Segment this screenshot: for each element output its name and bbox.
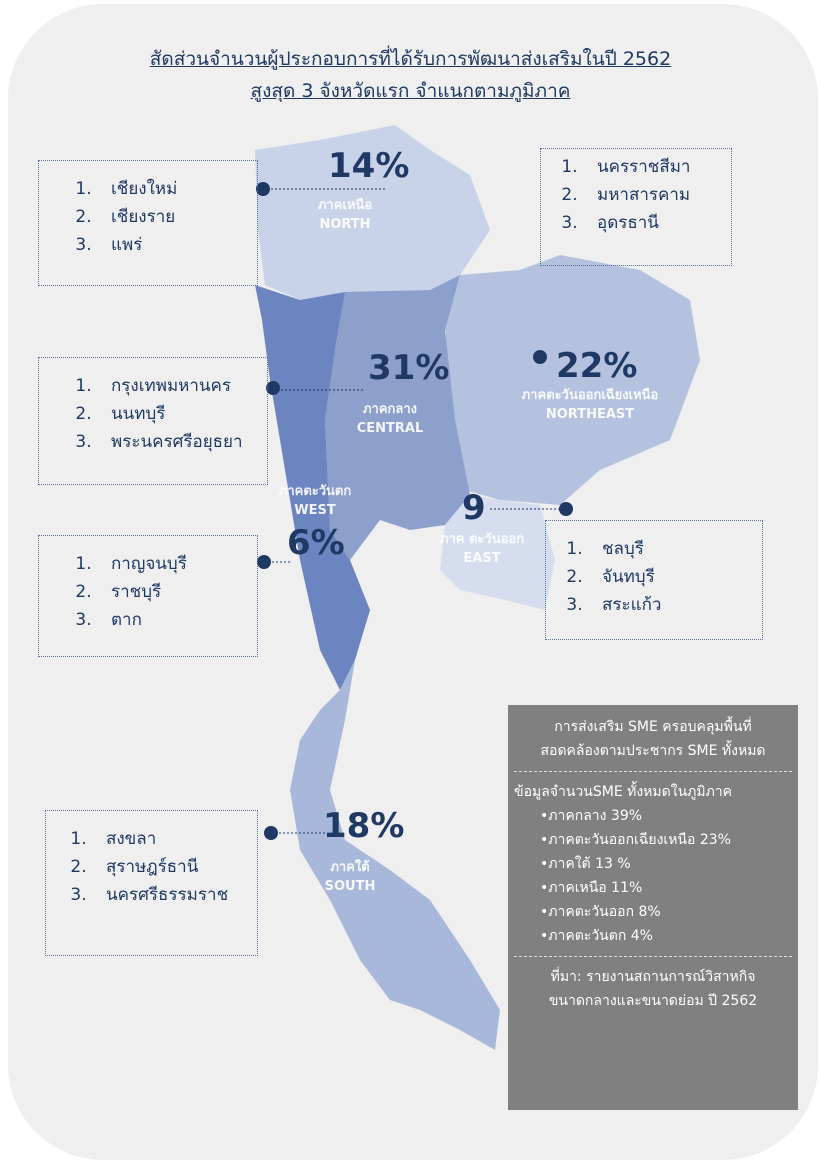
info-box: การส่งเสริม SME ครอบคลุมพื้นที่ สอดคล้อง… [508, 705, 798, 1110]
name-en: EAST [463, 551, 501, 566]
province: นครราชสีมา [583, 153, 731, 181]
province: มหาสารคาม [583, 181, 731, 209]
percent: 18% [323, 806, 405, 846]
percent: 14% [328, 146, 410, 186]
province-list: ชลบุรีจันทบุรีสระแก้ว [546, 535, 762, 619]
province-box: สงขลาสุราษฎร์ธานีนครศรีธรรมราช [45, 810, 258, 956]
province-box: กรุงเทพมหานครนนทบุรีพระนครศรีอยุธยา [38, 357, 268, 485]
province: กรุงเทพมหานคร [97, 372, 267, 400]
province: เชียงใหม่ [97, 175, 257, 203]
info-subheading: ข้อมูลจำนวนSME ทั้งหมดในภูมิภาค [514, 784, 733, 800]
province: ชลบุรี [588, 535, 762, 563]
east-region [440, 495, 555, 610]
province-box: เชียงใหม่เชียงรายแพร่ [38, 160, 258, 286]
info-heading: สอดคล้องตามประชากร SME ทั้งหมด [540, 743, 766, 759]
name-th: ภาคเหนือ [317, 198, 373, 213]
province: สงขลา [92, 825, 257, 853]
province-list: สงขลาสุราษฎร์ธานีนครศรีธรรมราช [46, 825, 257, 909]
info-item: •ภาคตะวันออกเฉียงเหนือ 23% [540, 832, 731, 848]
name-en: WEST [294, 503, 336, 518]
central-region [325, 275, 470, 560]
region-name: ภาคตะวันออกเฉียงเหนือ NORTHEAST [475, 386, 705, 424]
percent: 22% [556, 346, 638, 386]
province-box: กาญจนบุรีราชบุรีตาก [38, 535, 258, 657]
province: นครศรีธรรมราช [92, 881, 257, 909]
name-en: NORTH [319, 217, 371, 232]
province: พระนครศรีอยุธยา [97, 428, 267, 456]
province-list: เชียงใหม่เชียงรายแพร่ [39, 175, 257, 259]
name-th: ภาคกลาง [362, 402, 418, 417]
region-name: ภาคใต้ SOUTH [300, 858, 400, 896]
province-list: กาญจนบุรีราชบุรีตาก [39, 550, 257, 634]
province: สุราษฎร์ธานี [92, 853, 257, 881]
name-en: NORTHEAST [545, 407, 635, 422]
province-list: กรุงเทพมหานครนนทบุรีพระนครศรีอยุธยา [39, 372, 267, 456]
name-en: CENTRAL [356, 421, 424, 436]
info-item: •ภาคตะวันออก 8% [540, 904, 661, 920]
province: จันทบุรี [588, 563, 762, 591]
region-name: ภาคกลาง CENTRAL [335, 400, 445, 438]
province: อุดรธานี [583, 209, 731, 237]
percent: 6% [287, 523, 345, 563]
province: แพร่ [97, 231, 257, 259]
info-item: •ภาคกลาง 39% [540, 808, 643, 824]
province-list: นครราชสีมามหาสารคามอุดรธานี [541, 153, 731, 237]
source: ขนาดกลางและขนาดย่อม ปี 2562 [548, 993, 758, 1009]
name-th: ภาคใต้ [330, 860, 370, 875]
info-item: •ภาคตะวันตก 4% [540, 928, 653, 944]
province: กาญจนบุรี [97, 550, 257, 578]
percent: 31% [368, 348, 450, 388]
info-heading: การส่งเสริม SME ครอบคลุมพื้นที่ [554, 719, 752, 735]
marker [533, 350, 547, 364]
info-list: •ภาคกลาง 39% •ภาคตะวันออกเฉียงเหนือ 23% … [514, 804, 792, 948]
south-region [290, 660, 500, 1050]
province: นนทบุรี [97, 400, 267, 428]
name-en: SOUTH [324, 879, 376, 894]
separator [514, 956, 792, 957]
name-th: ภาคตะวันออกเฉียงเหนือ [521, 388, 659, 403]
province-box: นครราชสีมามหาสารคามอุดรธานี [540, 148, 732, 266]
province: ตาก [97, 606, 257, 634]
north-region [255, 125, 490, 300]
province: เชียงราย [97, 203, 257, 231]
region-name: ภาคเหนือ NORTH [280, 196, 410, 234]
marker [559, 502, 573, 516]
region-name: ภาคตะวันตก WEST [255, 482, 375, 520]
region-name: ภาค ตะวันออก EAST [432, 530, 532, 568]
name-th: ภาคตะวันตก [278, 484, 352, 499]
percent: 9 [462, 488, 486, 528]
separator [514, 771, 792, 772]
connectors [263, 188, 566, 834]
west-region [255, 285, 370, 690]
province-box: ชลบุรีจันทบุรีสระแก้ว [545, 520, 763, 640]
title-line: สูงสุด 3 จังหวัดแรก จำแนกตามภูมิภาค [250, 80, 571, 102]
name-th: ภาค ตะวันออก [439, 532, 525, 547]
info-item: •ภาคเหนือ 11% [540, 880, 643, 896]
title-line: สัดส่วนจำนวนผู้ประกอบการที่ได้รับการพัฒน… [149, 48, 672, 70]
province: ราชบุรี [97, 578, 257, 606]
info-item: •ภาคใต้ 13 % [540, 856, 631, 872]
province: สระแก้ว [588, 591, 762, 619]
marker [266, 381, 280, 395]
northeast-region [445, 255, 700, 505]
source: ที่มา: รายงานสถานการณ์วิสาหกิจ [550, 969, 756, 985]
